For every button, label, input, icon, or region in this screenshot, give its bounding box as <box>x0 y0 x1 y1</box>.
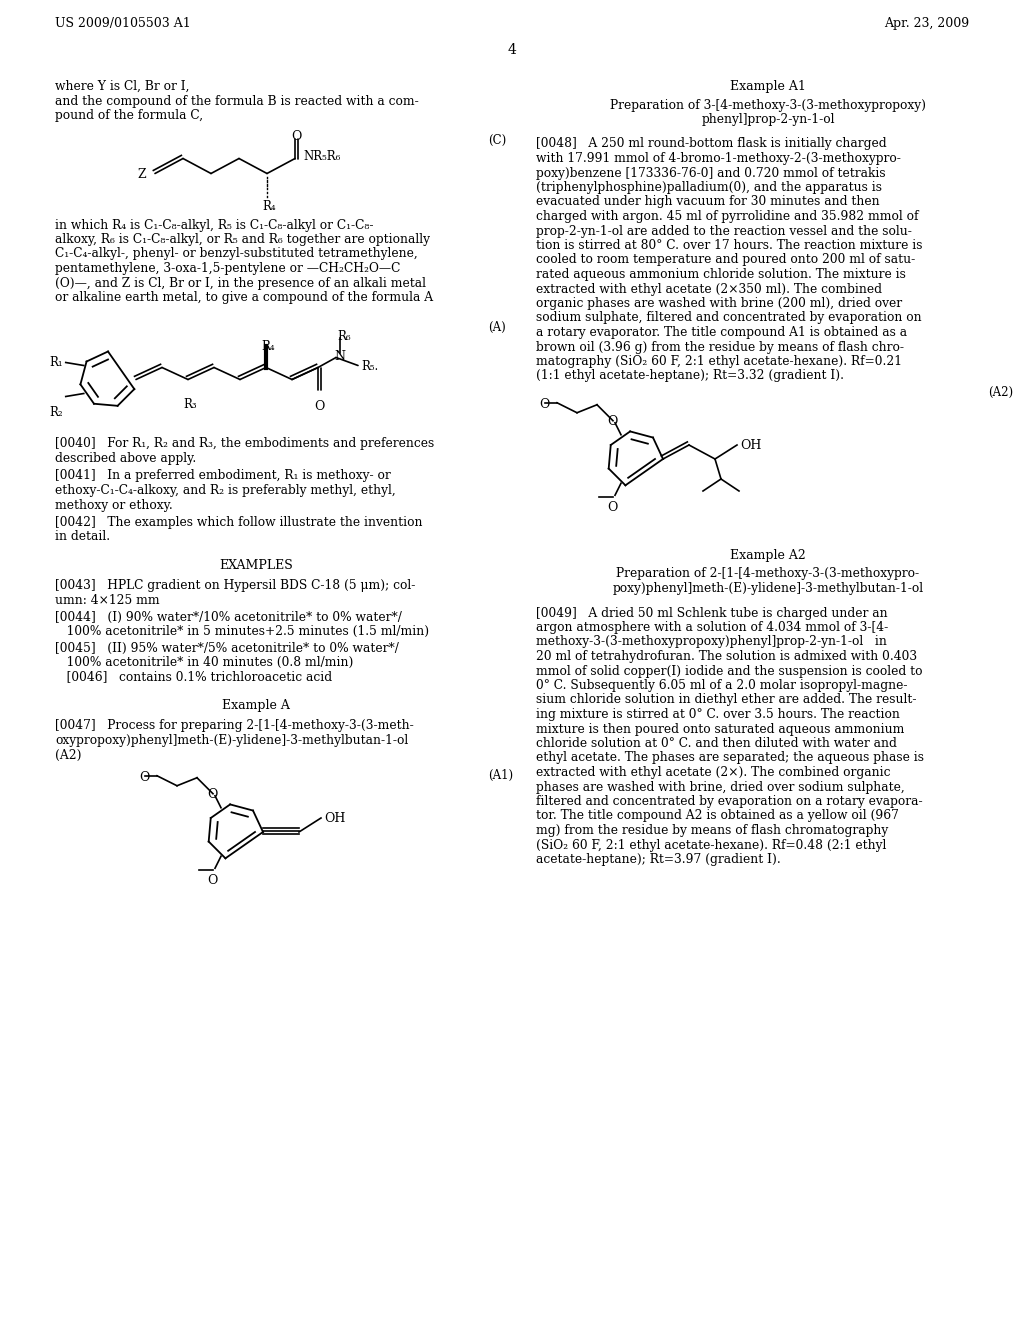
Text: OH: OH <box>740 440 762 451</box>
Text: mmol of solid copper(I) iodide and the suspension is cooled to: mmol of solid copper(I) iodide and the s… <box>536 664 923 677</box>
Text: [0041]   In a preferred embodiment, R₁ is methoxy- or: [0041] In a preferred embodiment, R₁ is … <box>55 470 391 483</box>
Text: (C): (C) <box>488 133 506 147</box>
Text: O: O <box>139 771 150 784</box>
Text: R₄: R₄ <box>261 341 274 354</box>
Text: evacuated under high vacuum for 30 minutes and then: evacuated under high vacuum for 30 minut… <box>536 195 880 209</box>
Text: (A1): (A1) <box>488 770 513 781</box>
Text: Preparation of 2-[1-[4-methoxy-3-(3-methoxypro-: Preparation of 2-[1-[4-methoxy-3-(3-meth… <box>616 568 920 581</box>
Text: methoxy or ethoxy.: methoxy or ethoxy. <box>55 499 173 511</box>
Text: 4: 4 <box>508 44 516 57</box>
Text: in detail.: in detail. <box>55 531 111 544</box>
Text: N: N <box>334 351 345 363</box>
Text: acetate-heptane); Rt=3.97 (gradient I).: acetate-heptane); Rt=3.97 (gradient I). <box>536 853 780 866</box>
Text: pound of the formula C,: pound of the formula C, <box>55 110 203 121</box>
Text: (SiO₂ 60 F, 2:1 ethyl acetate-hexane). Rf=0.48 (2:1 ethyl: (SiO₂ 60 F, 2:1 ethyl acetate-hexane). R… <box>536 838 887 851</box>
Text: ethoxy-C₁-C₄-alkoxy, and R₂ is preferably methyl, ethyl,: ethoxy-C₁-C₄-alkoxy, and R₂ is preferabl… <box>55 484 395 498</box>
Text: NR₅R₆: NR₅R₆ <box>303 150 340 164</box>
Text: oxypropoxy)phenyl]meth-(E)-ylidene]-3-methylbutan-1-ol: oxypropoxy)phenyl]meth-(E)-ylidene]-3-me… <box>55 734 409 747</box>
Text: O: O <box>607 414 617 428</box>
Text: Example A: Example A <box>222 700 290 711</box>
Text: Apr. 23, 2009: Apr. 23, 2009 <box>884 17 969 30</box>
Text: rated aqueous ammonium chloride solution. The mixture is: rated aqueous ammonium chloride solution… <box>536 268 906 281</box>
Text: (A): (A) <box>488 321 506 334</box>
Text: phenyl]prop-2-yn-1-ol: phenyl]prop-2-yn-1-ol <box>701 114 835 125</box>
Text: brown oil (3.96 g) from the residue by means of flash chro-: brown oil (3.96 g) from the residue by m… <box>536 341 904 354</box>
Text: chloride solution at 0° C. and then diluted with water and: chloride solution at 0° C. and then dilu… <box>536 737 897 750</box>
Text: with 17.991 mmol of 4-bromo-1-methoxy-2-(3-methoxypro-: with 17.991 mmol of 4-bromo-1-methoxy-2-… <box>536 152 901 165</box>
Text: O: O <box>539 397 549 411</box>
Text: extracted with ethyl acetate (2×). The combined organic: extracted with ethyl acetate (2×). The c… <box>536 766 891 779</box>
Text: Preparation of 3-[4-methoxy-3-(3-methoxypropoxy): Preparation of 3-[4-methoxy-3-(3-methoxy… <box>610 99 926 111</box>
Text: poxy)phenyl]meth-(E)-ylidene]-3-methylbutan-1-ol: poxy)phenyl]meth-(E)-ylidene]-3-methylbu… <box>612 582 924 595</box>
Text: ethyl acetate. The phases are separated; the aqueous phase is: ethyl acetate. The phases are separated;… <box>536 751 924 764</box>
Text: (A2): (A2) <box>988 385 1013 399</box>
Text: O: O <box>607 502 617 515</box>
Text: EXAMPLES: EXAMPLES <box>219 558 293 572</box>
Text: argon atmosphere with a solution of 4.034 mmol of 3-[4-: argon atmosphere with a solution of 4.03… <box>536 620 888 634</box>
Text: ing mixture is stirred at 0° C. over 3.5 hours. The reaction: ing mixture is stirred at 0° C. over 3.5… <box>536 708 900 721</box>
Text: phases are washed with brine, dried over sodium sulphate,: phases are washed with brine, dried over… <box>536 780 905 793</box>
Text: (triphenylphosphine)palladium(0), and the apparatus is: (triphenylphosphine)palladium(0), and th… <box>536 181 882 194</box>
Text: described above apply.: described above apply. <box>55 451 197 465</box>
Text: [0044]   (I) 90% water*/10% acetonitrile* to 0% water*/: [0044] (I) 90% water*/10% acetonitrile* … <box>55 610 401 623</box>
Text: in which R₄ is C₁-C₈-alkyl, R₅ is C₁-C₈-alkyl or C₁-C₈-: in which R₄ is C₁-C₈-alkyl, R₅ is C₁-C₈-… <box>55 219 374 231</box>
Text: R₆: R₆ <box>337 330 350 342</box>
Text: tor. The title compound A2 is obtained as a yellow oil (967: tor. The title compound A2 is obtained a… <box>536 809 899 822</box>
Text: tion is stirred at 80° C. over 17 hours. The reaction mixture is: tion is stirred at 80° C. over 17 hours.… <box>536 239 923 252</box>
Text: [0043]   HPLC gradient on Hypersil BDS C-18 (5 μm); col-: [0043] HPLC gradient on Hypersil BDS C-1… <box>55 579 416 593</box>
Text: R₄: R₄ <box>262 201 275 214</box>
Text: US 2009/0105503 A1: US 2009/0105503 A1 <box>55 17 190 30</box>
Text: a rotary evaporator. The title compound A1 is obtained as a: a rotary evaporator. The title compound … <box>536 326 907 339</box>
Text: O: O <box>291 131 301 144</box>
Text: matography (SiO₂ 60 F, 2:1 ethyl acetate-hexane). Rf=0.21: matography (SiO₂ 60 F, 2:1 ethyl acetate… <box>536 355 902 368</box>
Text: poxy)benzene [173336-76-0] and 0.720 mmol of tetrakis: poxy)benzene [173336-76-0] and 0.720 mmo… <box>536 166 886 180</box>
Text: mixture is then poured onto saturated aqueous ammonium: mixture is then poured onto saturated aq… <box>536 722 904 735</box>
Text: [0047]   Process for preparing 2-[1-[4-methoxy-3-(3-meth-: [0047] Process for preparing 2-[1-[4-met… <box>55 719 414 733</box>
Text: sium chloride solution in diethyl ether are added. The result-: sium chloride solution in diethyl ether … <box>536 693 916 706</box>
Text: O: O <box>207 788 217 801</box>
Text: [0049]   A dried 50 ml Schlenk tube is charged under an: [0049] A dried 50 ml Schlenk tube is cha… <box>536 606 888 619</box>
Text: prop-2-yn-1-ol are added to the reaction vessel and the solu-: prop-2-yn-1-ol are added to the reaction… <box>536 224 912 238</box>
Text: R₁: R₁ <box>50 356 63 370</box>
Text: 20 ml of tetrahydrofuran. The solution is admixed with 0.403: 20 ml of tetrahydrofuran. The solution i… <box>536 649 918 663</box>
Text: (1:1 ethyl acetate-heptane); Rt=3.32 (gradient I).: (1:1 ethyl acetate-heptane); Rt=3.32 (gr… <box>536 370 844 383</box>
Text: charged with argon. 45 ml of pyrrolidine and 35.982 mmol of: charged with argon. 45 ml of pyrrolidine… <box>536 210 919 223</box>
Text: organic phases are washed with brine (200 ml), dried over: organic phases are washed with brine (20… <box>536 297 902 310</box>
Text: Z: Z <box>137 169 145 181</box>
Text: cooled to room temperature and poured onto 200 ml of satu-: cooled to room temperature and poured on… <box>536 253 915 267</box>
Text: C₁-C₄-alkyl-, phenyl- or benzyl-substituted tetramethylene,: C₁-C₄-alkyl-, phenyl- or benzyl-substitu… <box>55 248 418 260</box>
Text: [0045]   (II) 95% water*/5% acetonitrile* to 0% water*/: [0045] (II) 95% water*/5% acetonitrile* … <box>55 642 399 655</box>
Text: (A2): (A2) <box>55 748 82 762</box>
Text: (O)—, and Z is Cl, Br or I, in the presence of an alkali metal: (O)—, and Z is Cl, Br or I, in the prese… <box>55 276 426 289</box>
Text: methoxy-3-(3-methoxypropoxy)phenyl]prop-2-yn-1-ol   in: methoxy-3-(3-methoxypropoxy)phenyl]prop-… <box>536 635 887 648</box>
Text: O: O <box>314 400 325 412</box>
Text: alkoxy, R₆ is C₁-C₈-alkyl, or R₅ and R₆ together are optionally: alkoxy, R₆ is C₁-C₈-alkyl, or R₅ and R₆ … <box>55 234 430 246</box>
Text: 0° C. Subsequently 6.05 ml of a 2.0 molar isopropyl-magne-: 0° C. Subsequently 6.05 ml of a 2.0 mola… <box>536 678 907 692</box>
Text: [0042]   The examples which follow illustrate the invention: [0042] The examples which follow illustr… <box>55 516 423 529</box>
Text: OH: OH <box>324 812 345 825</box>
Text: [0046]   contains 0.1% trichloroacetic acid: [0046] contains 0.1% trichloroacetic aci… <box>55 671 332 684</box>
Text: extracted with ethyl acetate (2×350 ml). The combined: extracted with ethyl acetate (2×350 ml).… <box>536 282 882 296</box>
Text: Example A2: Example A2 <box>730 549 806 562</box>
Text: and the compound of the formula B is reacted with a com-: and the compound of the formula B is rea… <box>55 95 419 107</box>
Text: filtered and concentrated by evaporation on a rotary evapora-: filtered and concentrated by evaporation… <box>536 795 923 808</box>
Text: 100% acetonitrile* in 5 minutes+2.5 minutes (1.5 ml/min): 100% acetonitrile* in 5 minutes+2.5 minu… <box>55 624 429 638</box>
Text: R₂: R₂ <box>50 407 63 420</box>
Text: Example A1: Example A1 <box>730 81 806 92</box>
Text: R₅.: R₅. <box>361 360 378 374</box>
Text: R₃: R₃ <box>183 397 197 411</box>
Text: [0040]   For R₁, R₂ and R₃, the embodiments and preferences: [0040] For R₁, R₂ and R₃, the embodiment… <box>55 437 434 450</box>
Text: mg) from the residue by means of flash chromatography: mg) from the residue by means of flash c… <box>536 824 888 837</box>
Text: where Y is Cl, Br or I,: where Y is Cl, Br or I, <box>55 81 189 92</box>
Text: O: O <box>207 874 217 887</box>
Text: 100% acetonitrile* in 40 minutes (0.8 ml/min): 100% acetonitrile* in 40 minutes (0.8 ml… <box>55 656 353 669</box>
Text: sodium sulphate, filtered and concentrated by evaporation on: sodium sulphate, filtered and concentrat… <box>536 312 922 325</box>
Text: pentamethylene, 3-oxa-1,5-pentylene or —CH₂CH₂O—C: pentamethylene, 3-oxa-1,5-pentylene or —… <box>55 261 400 275</box>
Text: or alkaline earth metal, to give a compound of the formula A: or alkaline earth metal, to give a compo… <box>55 290 433 304</box>
Text: [0048]   A 250 ml round-bottom flask is initially charged: [0048] A 250 ml round-bottom flask is in… <box>536 137 887 150</box>
Text: umn: 4×125 mm: umn: 4×125 mm <box>55 594 160 607</box>
